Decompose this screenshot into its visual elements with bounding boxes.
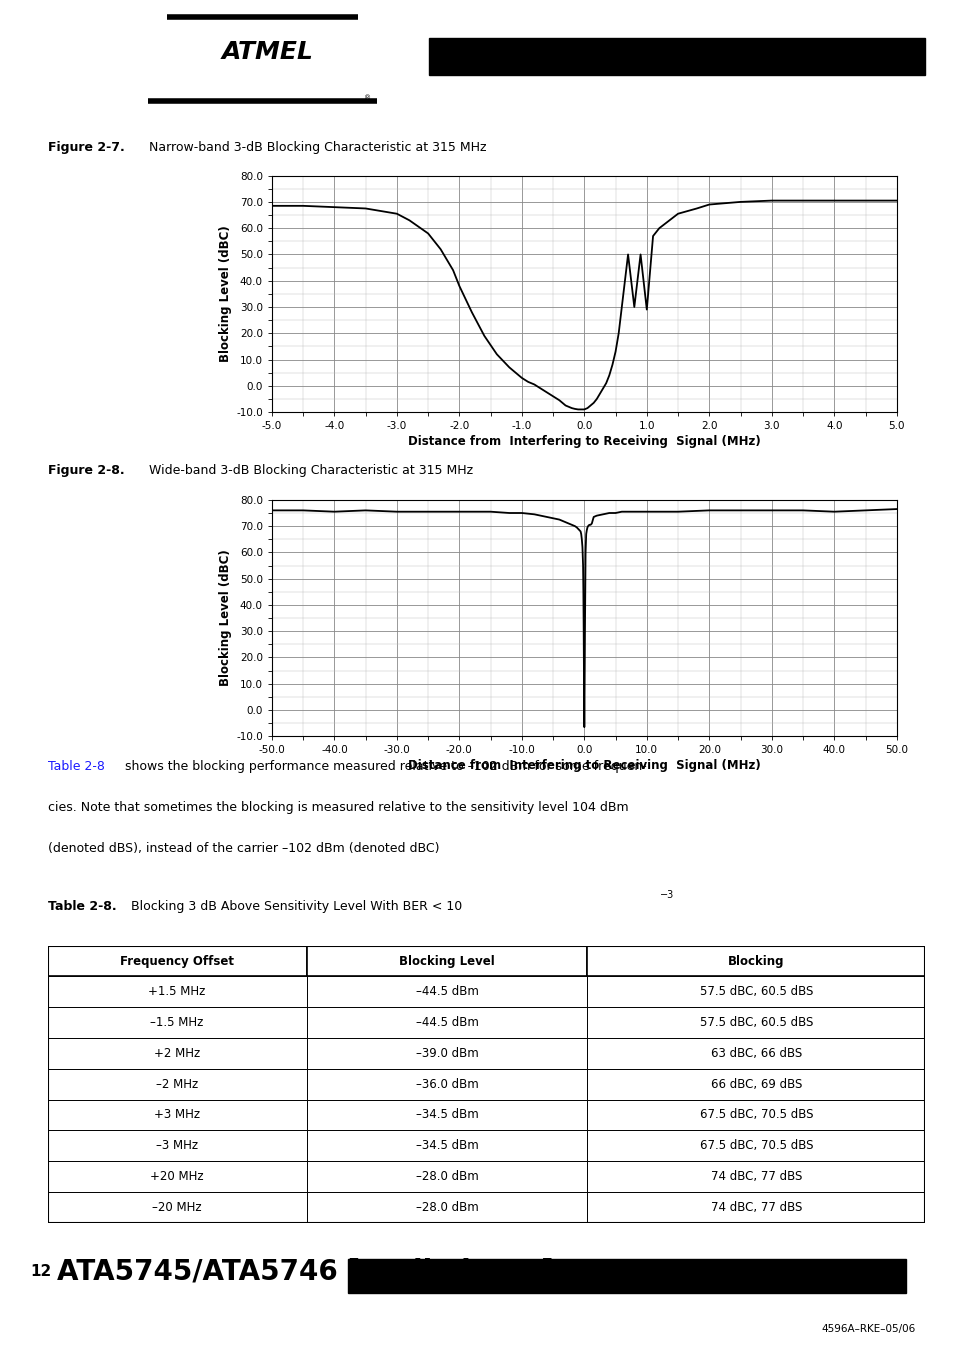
Text: Frequency Offset: Frequency Offset — [120, 955, 233, 967]
Text: 57.5 dBC, 60.5 dBS: 57.5 dBC, 60.5 dBS — [699, 985, 812, 998]
Bar — [48, 1131, 306, 1161]
Text: −3: −3 — [659, 890, 674, 900]
Text: Figure 2-7.: Figure 2-7. — [48, 142, 124, 154]
Bar — [587, 1161, 924, 1192]
Text: –44.5 dBm: –44.5 dBm — [416, 1016, 478, 1029]
Text: –44.5 dBm: –44.5 dBm — [416, 985, 478, 998]
Text: –2 MHz: –2 MHz — [156, 1078, 198, 1090]
Text: –34.5 dBm: –34.5 dBm — [416, 1108, 477, 1121]
Text: 12: 12 — [30, 1265, 51, 1279]
Bar — [587, 1038, 924, 1069]
X-axis label: Distance from  Interfering to Receiving  Signal (MHz): Distance from Interfering to Receiving S… — [408, 759, 760, 773]
Bar — [306, 1008, 587, 1038]
Text: –34.5 dBm: –34.5 dBm — [416, 1139, 477, 1152]
Y-axis label: Blocking Level (dBC): Blocking Level (dBC) — [219, 550, 232, 686]
Bar — [48, 1192, 306, 1223]
Text: –20 MHz: –20 MHz — [152, 1201, 202, 1213]
Text: Figure 2-8.: Figure 2-8. — [48, 465, 124, 477]
Bar — [306, 1038, 587, 1069]
Bar — [48, 977, 306, 1008]
Bar — [48, 1038, 306, 1069]
Text: 74 dBC, 77 dBS: 74 dBC, 77 dBS — [710, 1170, 801, 1183]
Bar — [48, 946, 306, 977]
Bar — [587, 977, 924, 1008]
Bar — [587, 1100, 924, 1131]
Text: –1.5 MHz: –1.5 MHz — [151, 1016, 204, 1029]
Text: +20 MHz: +20 MHz — [151, 1170, 204, 1183]
Bar — [429, 38, 924, 74]
Bar — [306, 1131, 587, 1161]
Bar — [306, 1161, 587, 1192]
Text: –36.0 dBm: –36.0 dBm — [416, 1078, 477, 1090]
Y-axis label: Blocking Level (dBC): Blocking Level (dBC) — [219, 226, 232, 362]
Text: Wide-band 3-dB Blocking Characteristic at 315 MHz: Wide-band 3-dB Blocking Characteristic a… — [149, 465, 473, 477]
Bar — [306, 1069, 587, 1100]
Text: –28.0 dBm: –28.0 dBm — [416, 1201, 477, 1213]
Text: cies. Note that sometimes the blocking is measured relative to the sensitivity l: cies. Note that sometimes the blocking i… — [48, 801, 628, 815]
Text: +1.5 MHz: +1.5 MHz — [149, 985, 206, 998]
Text: +2 MHz: +2 MHz — [153, 1047, 200, 1061]
Text: –3 MHz: –3 MHz — [156, 1139, 198, 1152]
Bar — [48, 1008, 306, 1038]
Bar — [48, 1069, 306, 1100]
Text: (denoted dBS), instead of the carrier –102 dBm (denoted dBC): (denoted dBS), instead of the carrier –1… — [48, 842, 438, 855]
Text: 66 dBC, 69 dBS: 66 dBC, 69 dBS — [710, 1078, 801, 1090]
Text: +3 MHz: +3 MHz — [154, 1108, 200, 1121]
Text: Blocking 3 dB Above Sensitivity Level With BER < 10: Blocking 3 dB Above Sensitivity Level Wi… — [131, 901, 462, 913]
Text: shows the blocking performance measured relative to –102 dBm for some frequen-: shows the blocking performance measured … — [120, 761, 645, 773]
Text: 4596A–RKE–05/06: 4596A–RKE–05/06 — [821, 1324, 915, 1335]
Text: –28.0 dBm: –28.0 dBm — [416, 1170, 477, 1183]
Text: ®: ® — [364, 95, 371, 101]
Text: Narrow-band 3-dB Blocking Characteristic at 315 MHz: Narrow-band 3-dB Blocking Characteristic… — [149, 142, 486, 154]
Bar — [48, 1100, 306, 1131]
Text: ATMEL: ATMEL — [221, 39, 313, 63]
Text: 67.5 dBC, 70.5 dBS: 67.5 dBC, 70.5 dBS — [699, 1108, 812, 1121]
Bar — [587, 946, 924, 977]
Bar — [306, 1100, 587, 1131]
Bar — [48, 1161, 306, 1192]
Bar — [306, 946, 587, 977]
Bar — [587, 1069, 924, 1100]
Bar — [306, 1192, 587, 1223]
Bar — [306, 977, 587, 1008]
Bar — [348, 1259, 905, 1293]
Text: Table 2-8.: Table 2-8. — [48, 901, 116, 913]
Bar — [587, 1008, 924, 1038]
Text: 74 dBC, 77 dBS: 74 dBC, 77 dBS — [710, 1201, 801, 1213]
Text: Table 2-8: Table 2-8 — [48, 761, 105, 773]
Text: –39.0 dBm: –39.0 dBm — [416, 1047, 477, 1061]
Text: Blocking Level: Blocking Level — [398, 955, 495, 967]
Text: 57.5 dBC, 60.5 dBS: 57.5 dBC, 60.5 dBS — [699, 1016, 812, 1029]
Text: Blocking: Blocking — [727, 955, 784, 967]
Text: 63 dBC, 66 dBS: 63 dBC, 66 dBS — [710, 1047, 801, 1061]
X-axis label: Distance from  Interfering to Receiving  Signal (MHz): Distance from Interfering to Receiving S… — [408, 435, 760, 449]
Text: ATA5745/ATA5746 [Preliminary]: ATA5745/ATA5746 [Preliminary] — [57, 1258, 554, 1286]
Bar — [587, 1192, 924, 1223]
Bar — [587, 1131, 924, 1161]
Text: 67.5 dBC, 70.5 dBS: 67.5 dBC, 70.5 dBS — [699, 1139, 812, 1152]
